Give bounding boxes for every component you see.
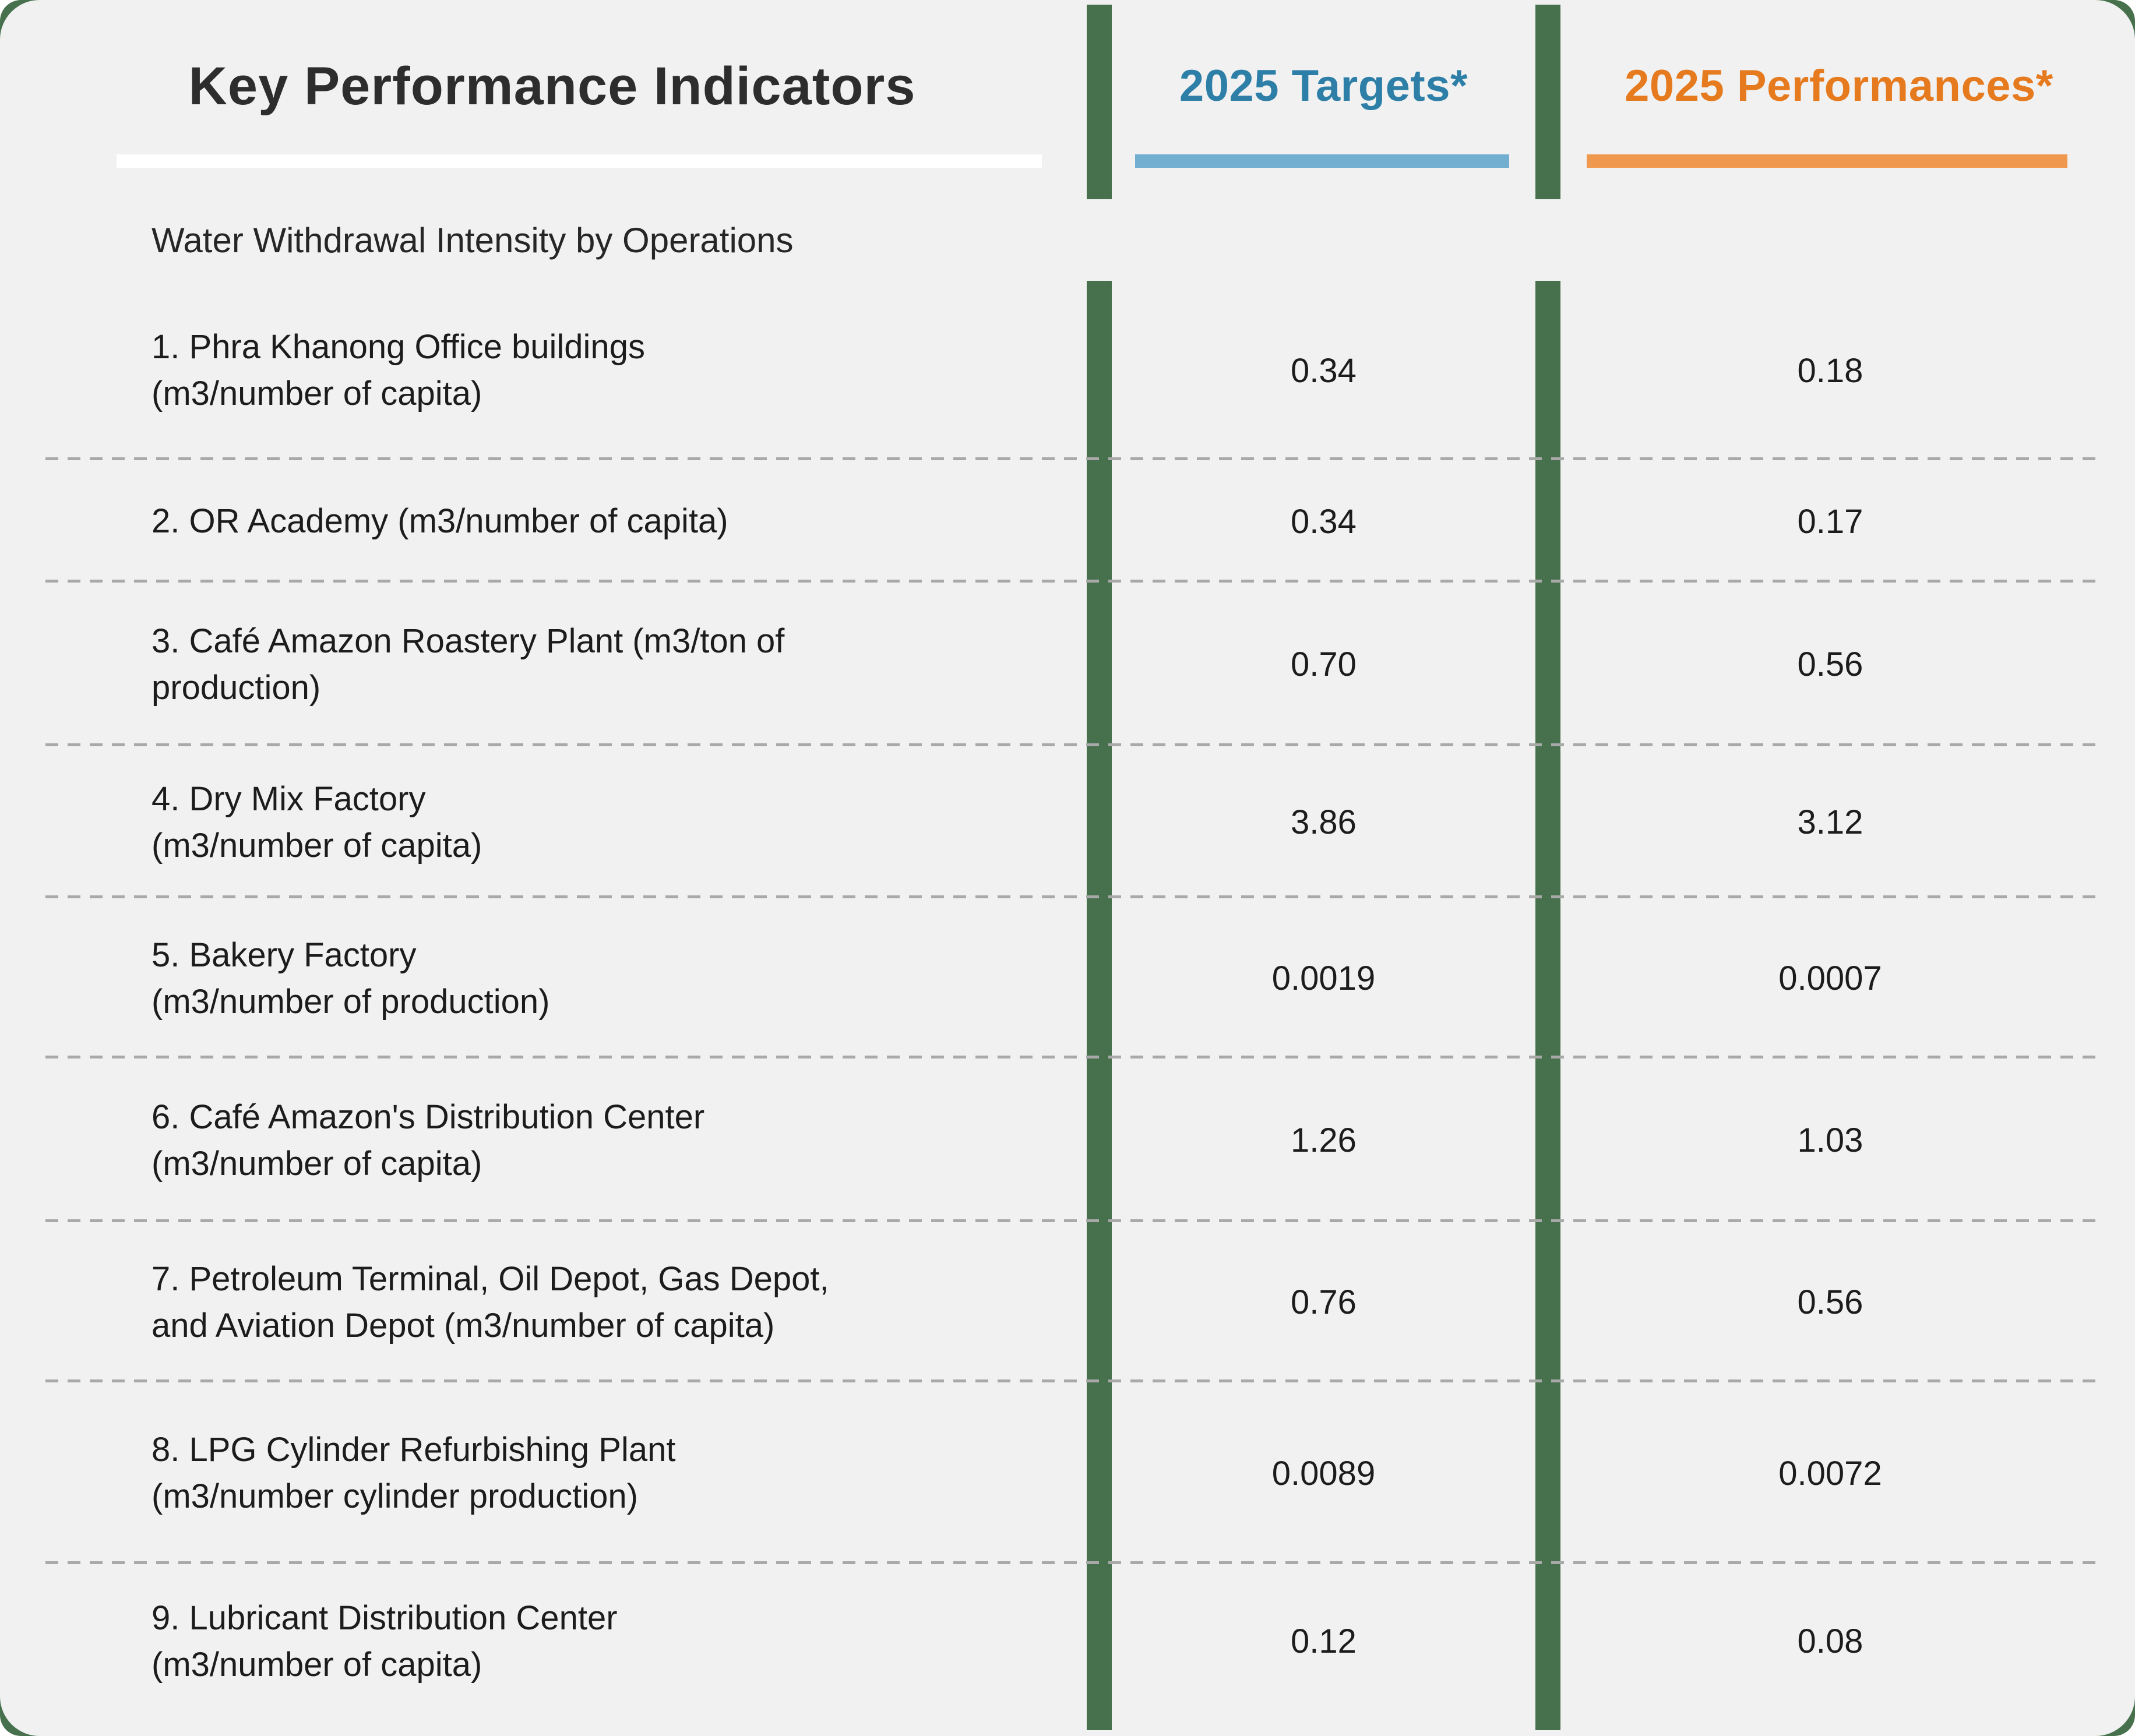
row-label-line: (m3/number of production): [152, 982, 550, 1021]
column-header-targets: 2025 Targets*: [1179, 61, 1468, 111]
target-value: 3.86: [1291, 803, 1357, 841]
row-label-line: (m3/number of capita): [152, 375, 482, 412]
target-value: 1.26: [1291, 1121, 1357, 1159]
table-row: 9. Lubricant Distribution Center (m3/num…: [0, 1564, 2135, 1719]
column-divider-left-body: [1087, 281, 1112, 1730]
performance-value: 0.56: [1797, 1283, 1863, 1321]
performances-underline: [1587, 154, 2067, 168]
row-label-line: and Aviation Depot (m3/number of capita): [152, 1306, 775, 1345]
target-value: 0.70: [1291, 645, 1357, 683]
column-header-performances: 2025 Performances*: [1625, 61, 2053, 111]
table-row: 5. Bakery Factory (m3/number of producti…: [0, 898, 2135, 1058]
performance-value: 0.18: [1797, 351, 1863, 390]
table-row: 4. Dry Mix Factory (m3/number of capita)…: [0, 746, 2135, 898]
row-label: 2. OR Academy (m3/number of capita): [0, 460, 1087, 583]
kpi-rows: 1. Phra Khanong Office buildings (m3/num…: [0, 281, 2135, 1719]
row-label-line: (m3/number of capita): [152, 826, 482, 865]
row-label-line: (m3/number of capita): [152, 1645, 482, 1684]
row-label: 6. Café Amazon's Distribution Center (m3…: [0, 1058, 1087, 1222]
row-label-line: 3. Café Amazon Roastery Plant (m3/ton of: [152, 622, 785, 660]
row-label-line: 7. Petroleum Terminal, Oil Depot, Gas De…: [152, 1259, 829, 1298]
row-label: 8. LPG Cylinder Refurbishing Plant (m3/n…: [0, 1382, 1087, 1564]
target-value: 0.12: [1291, 1622, 1357, 1660]
target-value: 0.34: [1291, 351, 1357, 390]
performance-value: 0.0007: [1778, 959, 1882, 997]
table-row: 6. Café Amazon's Distribution Center (m3…: [0, 1058, 2135, 1222]
table-row: 8. LPG Cylinder Refurbishing Plant (m3/n…: [0, 1382, 2135, 1564]
row-label-line: production): [152, 668, 321, 707]
row-label: 4. Dry Mix Factory (m3/number of capita): [0, 746, 1087, 898]
table-row: 2. OR Academy (m3/number of capita) 0.34…: [0, 460, 2135, 583]
page-title: Key Performance Indicators: [188, 57, 916, 116]
table-row: 7. Petroleum Terminal, Oil Depot, Gas De…: [0, 1222, 2135, 1382]
targets-underline: [1135, 154, 1509, 168]
row-label: 7. Petroleum Terminal, Oil Depot, Gas De…: [0, 1222, 1087, 1382]
target-value: 0.34: [1291, 502, 1357, 541]
table-row: 1. Phra Khanong Office buildings (m3/num…: [0, 281, 2135, 460]
row-label-line: 9. Lubricant Distribution Center: [152, 1599, 618, 1637]
table-row: 3. Café Amazon Roastery Plant (m3/ton of…: [0, 583, 2135, 746]
column-divider-left-header: [1087, 5, 1112, 199]
row-label-line: 5. Bakery Factory: [152, 936, 417, 974]
row-label-line: 6. Café Amazon's Distribution Center: [152, 1098, 705, 1136]
row-label-line: 1. Phra Khanong Office buildings: [152, 328, 645, 366]
row-label-line: (m3/number of capita): [152, 1144, 482, 1183]
row-label: 3. Café Amazon Roastery Plant (m3/ton of…: [0, 583, 1087, 746]
target-value: 0.0089: [1271, 1454, 1376, 1492]
column-divider-right-header: [1535, 5, 1560, 199]
target-value: 0.76: [1291, 1283, 1357, 1321]
section-label: Water Withdrawal Intensity by Operations: [152, 221, 794, 260]
title-underline: [117, 154, 1042, 168]
row-label: 1. Phra Khanong Office buildings (m3/num…: [0, 281, 1087, 460]
column-divider-right-body: [1535, 281, 1560, 1730]
performance-value: 0.56: [1797, 645, 1863, 683]
performance-value: 0.17: [1797, 502, 1863, 541]
row-label-line: 2. OR Academy (m3/number of capita): [152, 502, 728, 540]
performance-value: 1.03: [1797, 1121, 1863, 1159]
row-label-line: 8. LPG Cylinder Refurbishing Plant: [152, 1431, 676, 1469]
performance-value: 0.08: [1797, 1622, 1863, 1660]
row-label-line: (m3/number cylinder production): [152, 1477, 638, 1515]
target-value: 0.0019: [1271, 959, 1376, 997]
row-label: 9. Lubricant Distribution Center (m3/num…: [0, 1564, 1087, 1719]
row-label: 5. Bakery Factory (m3/number of producti…: [0, 898, 1087, 1058]
row-label-line: 4. Dry Mix Factory: [152, 779, 426, 818]
performance-value: 0.0072: [1778, 1454, 1882, 1492]
performance-value: 3.12: [1797, 803, 1863, 841]
